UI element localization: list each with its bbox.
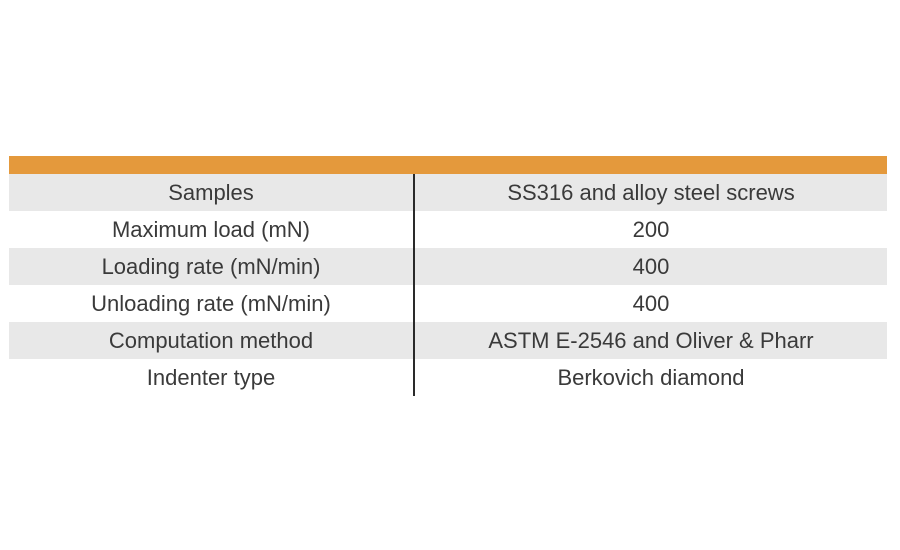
row-label: Indenter type (9, 359, 415, 396)
row-label: Unloading rate (mN/min) (9, 285, 415, 322)
table-header-bar (9, 156, 887, 174)
row-label: Loading rate (mN/min) (9, 248, 415, 285)
row-value: ASTM E-2546 and Oliver & Pharr (488, 327, 814, 353)
row-value: Berkovich diamond (557, 364, 745, 390)
table-row: Unloading rate (mN/min) 400 (9, 285, 887, 322)
table-row: Loading rate (mN/min) 400 (9, 248, 887, 285)
table-row: Computation method ASTM E-2546 and Olive… (9, 322, 887, 359)
row-value: 200 (632, 216, 670, 242)
row-label: Samples (9, 174, 415, 211)
table-row: Maximum load (mN) 200 (9, 211, 887, 248)
row-value: 400 (632, 253, 670, 279)
row-value: 400 (632, 290, 670, 316)
row-value: SS316 and alloy steel screws (507, 179, 795, 205)
table-row: Indenter type Berkovich diamond (9, 359, 887, 396)
row-label: Computation method (9, 322, 415, 359)
table-row: Samples SS316 and alloy steel screws (9, 174, 887, 211)
parameters-table: Samples SS316 and alloy steel screws Max… (9, 156, 887, 396)
row-label: Maximum load (mN) (9, 211, 415, 248)
